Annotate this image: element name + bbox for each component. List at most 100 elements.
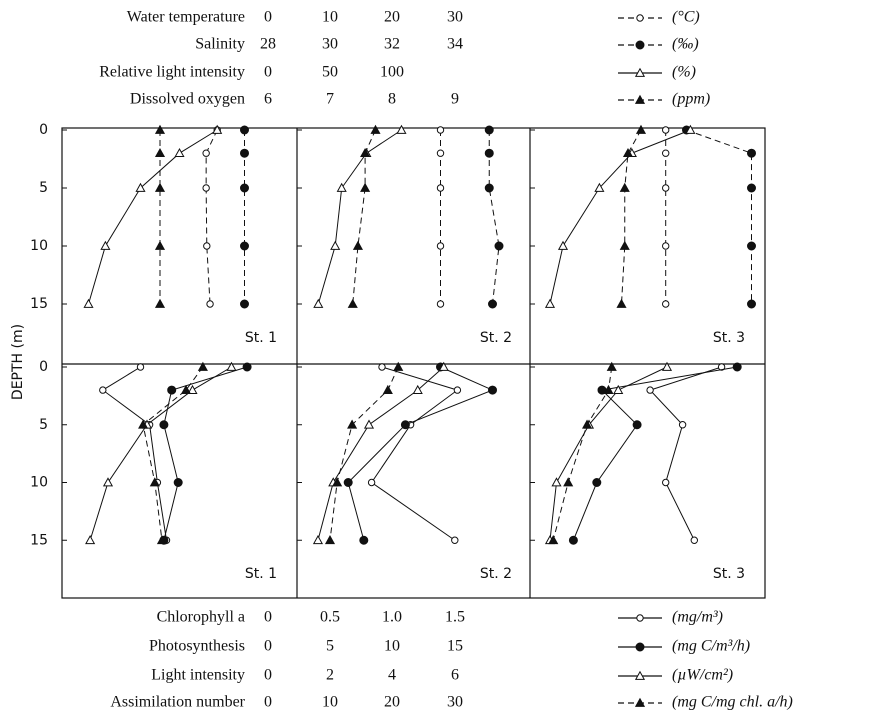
panel-label: St. 2 (480, 566, 512, 582)
y-tick-label: 15 (30, 532, 48, 548)
scale-tick-label: 0 (264, 638, 272, 655)
data-point (544, 298, 556, 308)
data-point (662, 126, 670, 134)
data-point (582, 419, 593, 429)
panel-label: St. 3 (713, 566, 745, 582)
data-point (154, 147, 166, 158)
data-point (156, 535, 167, 545)
data-point (436, 184, 445, 192)
scale-tick-label: 15 (447, 638, 463, 655)
data-point (100, 240, 111, 250)
legend-marker (634, 67, 646, 77)
data-point (359, 535, 369, 545)
data-point (167, 385, 177, 395)
scale-tick-label: 30 (447, 694, 463, 711)
data-point (436, 300, 445, 308)
data-point (173, 478, 183, 487)
y-axis-label: DEPTH (m) (10, 324, 26, 400)
data-point (453, 386, 462, 394)
data-point (635, 124, 647, 134)
data-point (690, 536, 698, 544)
data-point (159, 420, 169, 430)
data-point (494, 241, 504, 251)
data-point (551, 477, 562, 487)
scale-tick-label: 0 (264, 64, 272, 81)
data-point (180, 384, 192, 394)
scale-tick-label: 2 (326, 667, 334, 684)
legend-marker (634, 670, 646, 680)
profile-line (317, 129, 402, 305)
data-point (393, 361, 404, 371)
panel-label: St. 1 (245, 330, 277, 346)
data-point (370, 124, 381, 134)
data-point (240, 241, 249, 251)
data-point (197, 361, 208, 371)
data-point (343, 478, 353, 487)
legend-unit: (mg C/m³/h) (672, 638, 750, 655)
data-point (592, 478, 602, 487)
legend-name: Photosynthesis (149, 638, 245, 655)
data-point (717, 363, 726, 371)
scale-tick-label: 5 (326, 638, 334, 655)
data-point (436, 149, 445, 157)
data-point (563, 477, 574, 487)
data-point (363, 419, 375, 429)
data-point (360, 182, 371, 192)
data-point (352, 240, 363, 250)
legend-marker (635, 40, 645, 50)
scale-tick-label: 28 (260, 36, 276, 53)
scale-tick-label: 4 (388, 667, 396, 684)
y-tick-label: 10 (30, 475, 48, 491)
profile-line (163, 366, 248, 541)
data-point (203, 242, 211, 250)
data-point (378, 363, 386, 371)
data-point (747, 183, 756, 193)
scale-tick-label: 10 (322, 9, 338, 26)
y-tick-label: 0 (39, 359, 48, 375)
data-point (484, 125, 494, 135)
legend-marker (634, 697, 646, 707)
data-point (240, 299, 249, 309)
data-point (154, 182, 166, 192)
panel-label: St. 2 (480, 330, 512, 346)
data-point (412, 384, 423, 394)
scale-tick-label: 6 (264, 91, 272, 108)
scale-tick-label: 0 (264, 609, 272, 626)
data-point (616, 298, 627, 308)
scale-tick-label: 100 (380, 64, 404, 81)
scale-tick-label: 9 (451, 91, 459, 108)
data-point (622, 147, 634, 158)
data-point (613, 384, 624, 394)
data-point (212, 124, 223, 134)
data-point (154, 298, 166, 308)
scale-tick-label: 1.5 (445, 609, 465, 626)
profile-line (88, 129, 218, 305)
legend-name: Dissolved oxygen (130, 91, 245, 108)
scale-tick-label: 30 (322, 36, 338, 53)
data-point (568, 535, 578, 545)
scale-tick-label: 6 (451, 667, 459, 684)
data-point (154, 240, 166, 250)
legend-name: Relative light intensity (99, 64, 245, 81)
data-point (138, 419, 149, 429)
frame (61, 127, 766, 599)
scale-tick-label: 50 (322, 64, 338, 81)
data-point (240, 148, 249, 158)
scale-tick-label: 10 (384, 638, 400, 655)
data-point (336, 182, 347, 192)
legend-marker (636, 614, 644, 622)
profile-line (549, 129, 691, 305)
data-point (685, 124, 696, 134)
data-point (202, 184, 210, 192)
profile-line (488, 130, 500, 305)
data-point (594, 182, 605, 192)
data-point (367, 478, 376, 487)
data-point (332, 477, 343, 487)
data-point (548, 535, 559, 545)
data-point (400, 420, 410, 430)
legend-unit: (µW/cm²) (672, 667, 733, 684)
data-point (619, 182, 630, 192)
profile-line (317, 366, 445, 541)
panel-label: St. 3 (713, 330, 745, 346)
